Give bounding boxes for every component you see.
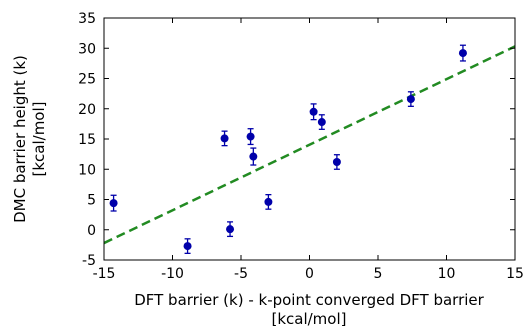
y-tick-label: 15 (78, 132, 96, 148)
point-marker (406, 95, 415, 104)
data-point (406, 91, 415, 107)
point-marker (226, 225, 235, 234)
x-tick-label: 0 (305, 266, 314, 282)
data-point (226, 221, 235, 238)
x-tick-label: 15 (506, 266, 524, 282)
fit-line (103, 45, 516, 245)
x-axis-label-line-1: DFT barrier (k) - k-point converged DFT … (134, 291, 484, 309)
x-tick-label: -5 (234, 266, 248, 282)
point-marker (458, 49, 467, 58)
data-point (317, 114, 326, 130)
x-tick-label: 10 (438, 266, 456, 282)
data-point (264, 194, 273, 210)
point-marker (246, 132, 255, 141)
data-point (458, 44, 467, 62)
data-point (183, 238, 192, 254)
point-marker (332, 157, 341, 166)
point-marker (109, 199, 118, 208)
data-point (309, 103, 318, 121)
point-marker (220, 134, 229, 143)
data-point (220, 130, 229, 147)
x-tick-label: -10 (161, 266, 184, 282)
y-tick-label: 30 (78, 41, 96, 57)
y-tick-label: 10 (78, 162, 96, 178)
data-point (332, 154, 341, 170)
point-marker (249, 152, 258, 161)
data-point (249, 147, 258, 166)
point-marker (264, 197, 273, 206)
y-tick-label: 5 (87, 193, 96, 209)
point-marker (183, 242, 192, 251)
data-point (109, 194, 118, 212)
y-tick-label: 0 (87, 223, 96, 239)
x-tick-label: 5 (374, 266, 383, 282)
x-tick-label: -15 (93, 266, 116, 282)
data-point (246, 128, 255, 146)
y-axis-label-line-2: [kcal/mol] (30, 101, 48, 176)
y-tick-label: 20 (78, 102, 96, 118)
y-tick-label: 35 (78, 11, 96, 27)
y-axis-label-line-1: DMC barrier height (k) (11, 55, 29, 223)
point-marker (317, 118, 326, 127)
point-marker (309, 107, 318, 116)
x-axis-label-line-2: [kcal/mol] (271, 310, 346, 328)
y-tick-label: 25 (78, 72, 96, 88)
plot-frame (103, 17, 516, 261)
y-tick-label: -5 (82, 253, 96, 269)
